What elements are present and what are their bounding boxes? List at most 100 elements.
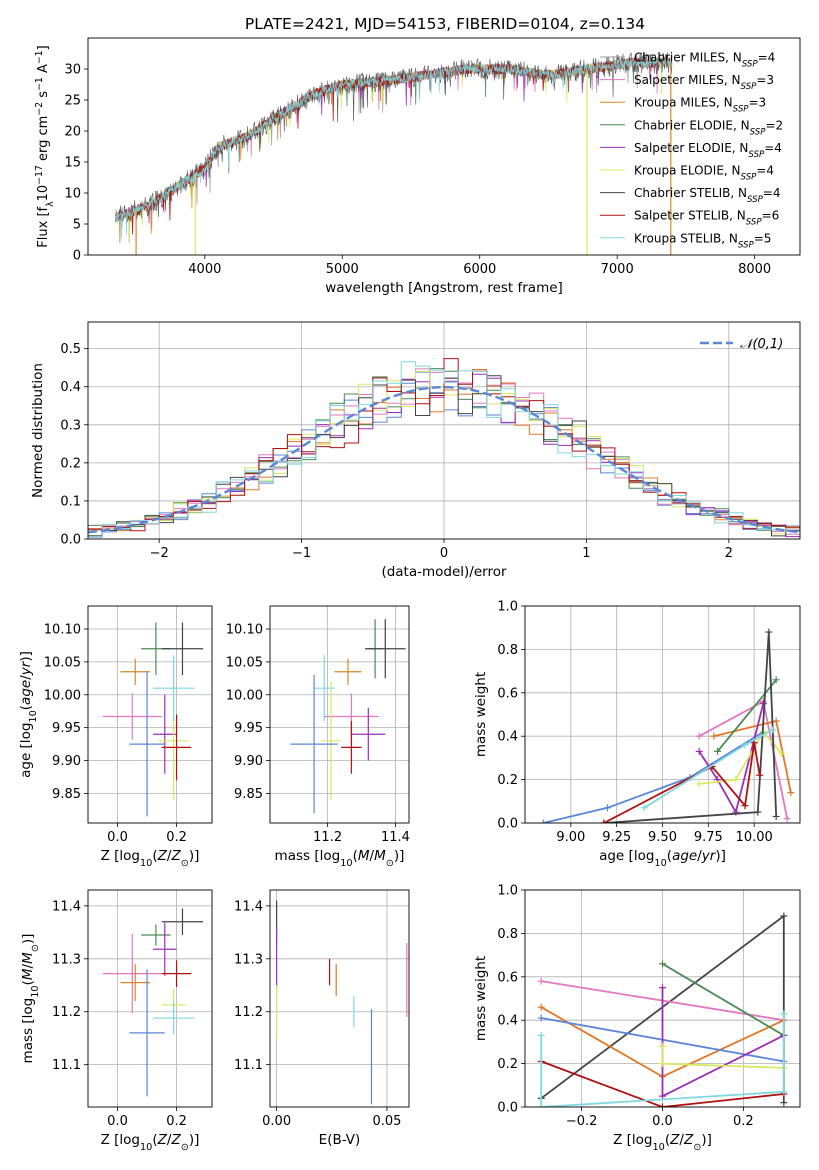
weight-series-kroupa_stelib bbox=[537, 1010, 788, 1107]
weight-series-kroupa_elodie bbox=[695, 728, 786, 788]
x-tick-label: 8000 bbox=[738, 262, 771, 277]
x-tick-label: −0.2 bbox=[566, 1114, 598, 1129]
x-tick-label: 11.4 bbox=[381, 830, 410, 845]
x-tick-label: 9.25 bbox=[602, 830, 631, 845]
errorbar-point-salpeter_miles bbox=[102, 933, 162, 1014]
legend-label: Salpeter MILES, NSSP=3 bbox=[634, 73, 774, 92]
y-tick-label: 1.0 bbox=[497, 600, 518, 615]
y-axis-label: mass [log10(M/M⊙)] bbox=[20, 934, 41, 1064]
axes-frame bbox=[269, 889, 410, 1108]
errorbar-point-kroupa_miles bbox=[120, 964, 150, 1002]
y-tick-label: 25 bbox=[64, 94, 81, 109]
weight-line bbox=[603, 631, 778, 823]
x-axis-label: wavelength [Angstrom, rest frame] bbox=[325, 280, 563, 296]
x-tick-label: 0.0 bbox=[107, 1114, 128, 1129]
y-tick-label: 0.2 bbox=[497, 1057, 518, 1072]
spectrum-line-kroupa_elodie bbox=[115, 56, 673, 240]
x-axis-label: (data-model)/error bbox=[381, 564, 507, 580]
legend-label: Chabrier ELODIE, NSSP=2 bbox=[634, 118, 783, 137]
mass-vs-metallicity-panel: 0.0 0.2 11.1 11.2 11.3 11.4 Z [log10(Z/Z⊙)] mas… bbox=[20, 889, 213, 1153]
y-tick-label: 10 bbox=[64, 187, 81, 202]
y-axis-label: mass weight bbox=[473, 956, 489, 1041]
y-tick-label: 10.10 bbox=[44, 623, 81, 638]
x-tick-label: 0.0 bbox=[107, 830, 128, 845]
x-axis-label: age [log10(age/yr)] bbox=[599, 848, 726, 869]
y-tick-label: 10.05 bbox=[44, 655, 81, 670]
weight-series-chabrier_elodie bbox=[714, 676, 780, 755]
weight-series-chabrier_elodie bbox=[659, 960, 788, 1039]
y-tick-label: 0.4 bbox=[497, 1014, 518, 1029]
y-tick-label: 0.8 bbox=[497, 643, 518, 658]
y-tick-label: 0.0 bbox=[497, 1101, 518, 1116]
x-axis-label: Z [log10(Z/Z⊙)] bbox=[101, 848, 200, 869]
y-tick-label: 0.2 bbox=[60, 456, 81, 471]
x-tick-label: 0.00 bbox=[262, 1114, 291, 1129]
x-tick-label: 4000 bbox=[188, 262, 221, 277]
weight-lines bbox=[537, 912, 788, 1107]
y-tick-label: 11.1 bbox=[234, 1058, 263, 1073]
axes-frame bbox=[524, 605, 801, 824]
age-vs-mass-panel: 11.2 11.4 9.85 9.90 9.95 10.00 10.05 10.10 mass … bbox=[226, 605, 410, 869]
y-tick-label: 9.90 bbox=[234, 754, 263, 769]
mass-weight-vs-metallicity-panel: −0.2 0.0 0.2 0.0 0.2 0.4 0.6 0.8 1.0 Z [log10(Z/Z… bbox=[473, 884, 801, 1153]
spectrum-line-kroupa_stelib bbox=[115, 56, 673, 240]
y-tick-label: 30 bbox=[64, 63, 81, 78]
y-tick-label: 9.85 bbox=[52, 787, 81, 802]
y-tick-label: 0.6 bbox=[497, 686, 518, 701]
spectrum-panel: 4000 5000 6000 7000 8000 0 5 10 15 20 25 30 waveleng… bbox=[34, 37, 801, 296]
y-tick-label: 0.5 bbox=[60, 342, 81, 357]
x-tick-label: 0.2 bbox=[166, 1114, 187, 1129]
errorbar-point-kroupa_stelib bbox=[152, 655, 195, 722]
x-tick-label: −2 bbox=[150, 546, 169, 561]
y-tick-label: 11.3 bbox=[234, 952, 263, 967]
spectrum-line-kroupa_miles bbox=[115, 57, 673, 244]
errorbar-point-chabrier_stelib bbox=[161, 908, 204, 935]
errorbars bbox=[276, 900, 408, 1105]
y-tick-label: 0.3 bbox=[60, 418, 81, 433]
y-tick-label: 0.4 bbox=[497, 730, 518, 745]
spectrum-line-salpeter_stelib bbox=[115, 56, 673, 235]
x-tick-label: 5000 bbox=[326, 262, 359, 277]
y-tick-label: 0.1 bbox=[60, 494, 81, 509]
legend-label: Kroupa MILES, NSSP=3 bbox=[634, 96, 766, 115]
errorbar-point-salpeter_elodie bbox=[152, 922, 177, 976]
errorbar-point-blue bbox=[129, 969, 165, 1097]
weight-series-salpeter_stelib bbox=[600, 739, 764, 823]
weight-series-kroupa_elodie bbox=[659, 1042, 788, 1072]
x-tick-label: 2 bbox=[725, 546, 733, 561]
errorbar-point-salpeter_stelib bbox=[161, 960, 192, 987]
y-tick-label: 10.10 bbox=[226, 623, 263, 638]
weight-lines bbox=[539, 628, 795, 823]
axes-frame bbox=[87, 321, 801, 540]
errorbar-point-kroupa_stelib bbox=[152, 1002, 195, 1034]
x-tick-label: 11.2 bbox=[313, 830, 342, 845]
x-tick-label: 10.00 bbox=[736, 830, 773, 845]
y-tick-label: 0.2 bbox=[497, 773, 518, 788]
x-tick-label: 0 bbox=[440, 546, 448, 561]
weight-line bbox=[716, 679, 777, 752]
y-tick-label: 11.3 bbox=[52, 952, 81, 967]
y-tick-label: 11.1 bbox=[52, 1058, 81, 1073]
x-tick-label: 0.2 bbox=[166, 830, 187, 845]
axes-frame bbox=[87, 605, 213, 824]
weight-line bbox=[698, 703, 765, 815]
y-tick-label: 0.8 bbox=[497, 927, 518, 942]
weight-series-chabrier_stelib bbox=[600, 628, 780, 823]
weight-line bbox=[540, 1013, 785, 1107]
x-tick-label: 0.05 bbox=[372, 1114, 401, 1129]
y-tick-label: 5 bbox=[73, 218, 81, 233]
errorbar-point-kroupa_elodie bbox=[320, 681, 342, 800]
legend-label: 𝒩(0,1) bbox=[740, 337, 783, 352]
y-tick-label: 10.00 bbox=[44, 688, 81, 703]
legend-label: Kroupa ELODIE, NSSP=4 bbox=[634, 164, 774, 183]
y-tick-label: 11.4 bbox=[234, 899, 263, 914]
x-tick-label: 0.0 bbox=[652, 1114, 673, 1129]
weight-line bbox=[543, 731, 764, 823]
errorbar-point-kroupa_stelib bbox=[314, 655, 335, 722]
y-tick-label: 10.05 bbox=[226, 655, 263, 670]
spectrum-lines bbox=[115, 52, 673, 255]
histogram-lines bbox=[88, 358, 800, 539]
errorbar-point-salpeter_stelib bbox=[161, 714, 192, 781]
errorbar-point-chabrier_stelib bbox=[161, 622, 204, 676]
legend-label: Salpeter STELIB, NSSP=6 bbox=[634, 209, 779, 228]
